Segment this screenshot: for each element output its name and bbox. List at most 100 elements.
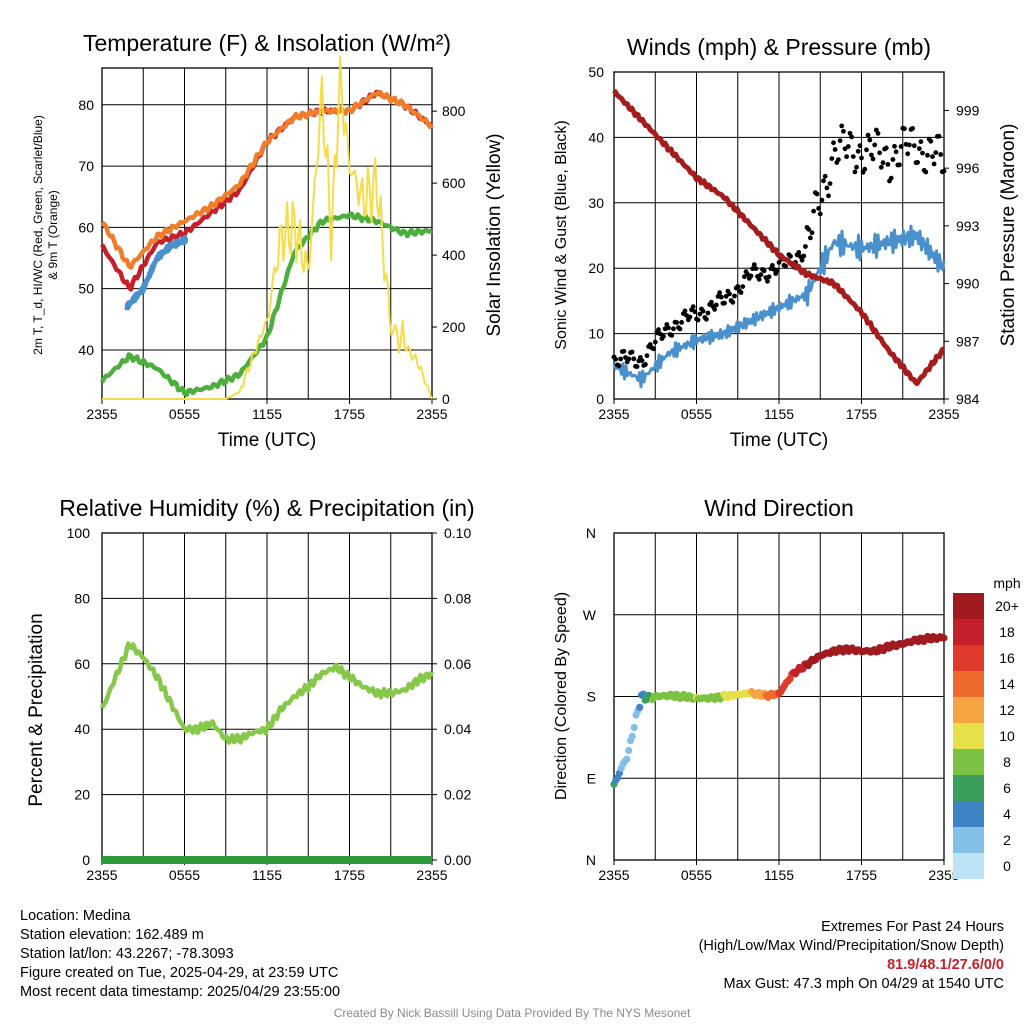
panel4-ylabel-left: Direction (Colored By Speed) (553, 592, 570, 800)
gust-point (616, 363, 622, 369)
panel2-ytick-right-label: 999 (956, 102, 980, 118)
gust-point (717, 290, 722, 296)
gust-point (933, 150, 939, 156)
direction-point (623, 755, 631, 763)
colorbar-swatch (953, 801, 984, 827)
panel3-ytick-label: 40 (74, 721, 90, 737)
panel3-xtick-label: 0555 (169, 867, 200, 883)
gust-point (775, 268, 780, 273)
panel3-ytick-right-label: 0.00 (444, 852, 471, 868)
panel4-xtick-label: 2355 (598, 867, 629, 883)
gust-point (893, 149, 899, 155)
gust-point (735, 284, 741, 289)
gust-point (826, 193, 831, 199)
panel2-ytick-right-label: 987 (956, 333, 980, 349)
colorbar-label: 0 (1003, 858, 1011, 874)
panel2-ylabel-left: Sonic Wind & Gust (Blue, Black) (553, 120, 570, 349)
panel1-ylabel-line1: 2m T, T_d, HI/WC (Red, Green, Scarlet/Bl… (31, 115, 45, 355)
gust-point (925, 152, 930, 158)
panel1-series-solar-insolation (102, 55, 433, 400)
gust-point (621, 348, 627, 354)
gust-point (639, 358, 645, 363)
gust-point (829, 156, 835, 162)
colorbar-swatch (953, 723, 984, 749)
panel2-ytick-right-label: 993 (956, 218, 980, 234)
panel1-ytick-label: 50 (78, 281, 94, 297)
gust-point (837, 138, 843, 144)
gust-point (892, 143, 897, 149)
gust-point (756, 276, 762, 282)
gust-point (722, 300, 727, 306)
panel2-ytick-label: 0 (596, 391, 604, 407)
gust-point (629, 349, 635, 355)
gust-point (651, 346, 656, 352)
panel1-xtick-label: 0555 (169, 406, 200, 422)
gust-point (727, 291, 732, 297)
direction-point (625, 746, 633, 755)
panel1-title: Temperature (F) & Insolation (W/m²) (83, 30, 451, 56)
colorbar-label: 14 (999, 676, 1015, 692)
panel3-ytick-right-label: 0.06 (444, 656, 471, 672)
gust-point (652, 339, 658, 345)
panel3-ytick-right-label: 0.04 (444, 721, 471, 737)
panel3-ytick-right-label: 0.10 (444, 525, 471, 541)
panel2-xtick-label: 2355 (928, 406, 959, 422)
panel1-ytick-label: 40 (78, 342, 94, 358)
panel4-ytick-label: N (586, 525, 596, 541)
gust-point (718, 294, 724, 300)
gust-point (822, 173, 828, 179)
panel4-title: Wind Direction (704, 495, 854, 521)
panel1-ytick-label: 60 (78, 219, 94, 235)
panel4-xtick-label: 1155 (764, 867, 794, 883)
colorbar-swatch (953, 827, 984, 853)
gust-point (936, 133, 942, 139)
panel2-ytick-label: 50 (588, 64, 604, 80)
panel4-ytick-label: S (587, 689, 596, 705)
gust-point (803, 244, 808, 249)
colorbar-swatch (953, 853, 984, 879)
panel2-ytick-label: 40 (588, 129, 604, 145)
gust-point (751, 262, 757, 267)
gust-point (809, 230, 815, 236)
colorbar-label: 6 (1003, 780, 1011, 796)
panel4-ytick-label: N (586, 852, 596, 868)
colorbar-swatch (953, 671, 984, 697)
gust-point (677, 326, 683, 332)
panel3-xtick-label: 1155 (252, 867, 282, 883)
panel2-ytick-right-label: 990 (956, 276, 980, 292)
gust-point (700, 308, 706, 314)
gust-point (870, 156, 876, 162)
gust-point (928, 138, 934, 144)
gust-point (690, 304, 696, 310)
gust-point (880, 160, 886, 166)
panel3-ytick-label: 0 (82, 852, 90, 868)
gust-point (692, 309, 698, 315)
gust-point (850, 154, 856, 160)
colorbar-swatch (953, 749, 984, 775)
panel2-ylabel-right: Station Pressure (Maroon) (998, 124, 1019, 347)
gust-point (748, 273, 754, 279)
gust-point (761, 268, 767, 274)
gust-point (814, 191, 820, 197)
gust-point (765, 278, 770, 284)
station-latlon: Station lat/lon: 43.2267; -78.3093 (20, 946, 234, 962)
gust-point (682, 308, 688, 314)
gust-point (788, 253, 793, 259)
gust-point (811, 208, 816, 214)
gust-point (857, 143, 863, 149)
panel1-xlabel: Time (UTC) (218, 430, 317, 451)
gust-point (836, 157, 841, 163)
panel3-ytick-label: 100 (67, 525, 91, 541)
gust-point (758, 272, 764, 278)
gust-point (695, 317, 701, 323)
gust-point (867, 137, 873, 143)
panel1-ytick-right-label: 800 (442, 103, 466, 119)
gust-point (656, 327, 661, 332)
panel1-ytick-right-label: 600 (442, 175, 466, 191)
gust-point (816, 206, 821, 211)
gust-point (911, 143, 917, 149)
gust-point (783, 263, 788, 269)
gust-point (839, 123, 845, 129)
direction-point (639, 690, 647, 698)
gust-point (872, 142, 878, 148)
